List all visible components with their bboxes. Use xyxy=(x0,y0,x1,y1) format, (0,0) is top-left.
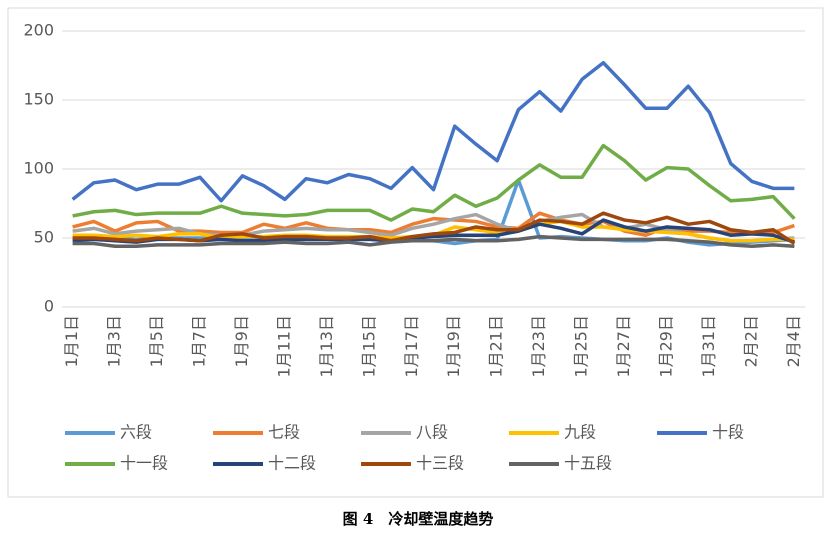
series-line xyxy=(72,234,795,249)
x-tick-label: 1月29日 xyxy=(657,315,676,378)
x-tick-label: 1月31日 xyxy=(699,315,718,378)
y-tick-label: 100 xyxy=(23,159,54,178)
legend-label: 九段 xyxy=(564,423,596,442)
x-tick-label: 2月2日 xyxy=(741,315,760,367)
y-tick-label: 200 xyxy=(23,21,54,40)
x-tick-label: 1月13日 xyxy=(317,315,336,378)
x-tick-label: 2月4日 xyxy=(784,315,803,367)
x-tick-label: 1月17日 xyxy=(402,315,421,378)
y-tick-label: 150 xyxy=(23,90,54,109)
x-tick-label: 1月27日 xyxy=(614,315,633,378)
legend-label: 十一段 xyxy=(120,454,168,473)
series-line xyxy=(71,60,795,203)
x-tick-label: 1月25日 xyxy=(572,315,591,378)
x-tick-label: 1月19日 xyxy=(444,315,463,378)
x-tick-label: 1月11日 xyxy=(274,315,293,378)
legend-label: 十段 xyxy=(712,423,744,442)
y-tick-label: 50 xyxy=(34,228,54,247)
legend-label: 十三段 xyxy=(416,454,464,473)
series-line xyxy=(72,212,795,243)
series-line xyxy=(72,143,796,222)
legend-label: 八段 xyxy=(416,423,448,442)
legend-label: 十五段 xyxy=(564,454,612,473)
caption: 图 4 冷却壁温度趋势 xyxy=(343,510,494,528)
x-tick-label: 1月21日 xyxy=(487,315,506,378)
x-tick-label: 1月15日 xyxy=(359,315,378,378)
x-tick-label: 1月9日 xyxy=(232,315,251,367)
x-tick-label: 1月7日 xyxy=(189,315,208,367)
x-tick-label: 1月23日 xyxy=(529,315,548,378)
legend-label: 六段 xyxy=(120,423,152,442)
x-tick-label: 1月5日 xyxy=(147,315,166,367)
legend-label: 十二段 xyxy=(268,454,316,473)
x-tick-label: 1月3日 xyxy=(105,315,124,367)
y-tick-label: 0 xyxy=(44,297,54,316)
legend-label: 七段 xyxy=(268,423,300,442)
series-line xyxy=(72,211,796,245)
x-tick-label: 1月1日 xyxy=(62,315,81,367)
